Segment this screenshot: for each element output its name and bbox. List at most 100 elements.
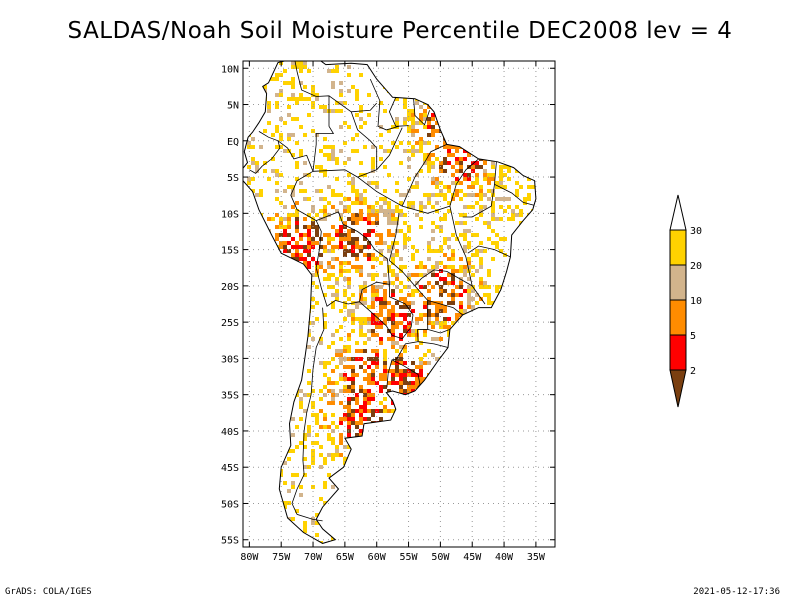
percentile-cell — [375, 273, 379, 277]
percentile-cell — [403, 105, 407, 109]
percentile-cell — [299, 325, 303, 329]
percentile-cell — [543, 133, 547, 137]
percentile-cell — [435, 193, 439, 197]
percentile-cell — [459, 445, 463, 449]
percentile-cell — [503, 237, 507, 241]
percentile-cell — [391, 509, 395, 513]
percentile-cell — [383, 321, 387, 325]
percentile-cell — [439, 85, 443, 89]
percentile-cell — [451, 125, 455, 129]
percentile-cell — [443, 73, 447, 77]
percentile-cell — [303, 457, 307, 461]
percentile-cell — [479, 425, 483, 429]
percentile-cell — [271, 257, 275, 261]
percentile-cell — [347, 125, 351, 129]
percentile-cell — [383, 73, 387, 77]
percentile-cell — [447, 97, 451, 101]
percentile-cell — [459, 125, 463, 129]
percentile-cell — [291, 353, 295, 357]
percentile-cell — [319, 409, 323, 413]
percentile-cell — [359, 217, 363, 221]
percentile-cell — [539, 77, 543, 81]
percentile-cell — [359, 321, 363, 325]
percentile-cell — [455, 333, 459, 337]
percentile-cell — [439, 109, 443, 113]
percentile-cell — [395, 145, 399, 149]
percentile-cell — [343, 505, 347, 509]
percentile-cell — [475, 485, 479, 489]
percentile-cell — [315, 93, 319, 97]
percentile-cell — [451, 145, 455, 149]
percentile-cell — [383, 433, 387, 437]
percentile-cell — [459, 341, 463, 345]
country-border — [359, 284, 414, 340]
percentile-cell — [351, 293, 355, 297]
percentile-cell — [383, 273, 387, 277]
percentile-cell — [371, 433, 375, 437]
percentile-cell — [331, 421, 335, 425]
percentile-cell — [291, 245, 295, 249]
percentile-cell — [383, 373, 387, 377]
legend-swatch — [669, 369, 687, 408]
percentile-cell — [291, 449, 295, 453]
percentile-cell — [419, 121, 423, 125]
country-border — [418, 341, 449, 348]
percentile-cell — [391, 537, 395, 541]
percentile-cell — [499, 357, 503, 361]
percentile-cell — [295, 217, 299, 221]
percentile-cell — [299, 401, 303, 405]
percentile-cell — [375, 361, 379, 365]
percentile-cell — [399, 61, 403, 65]
percentile-cell — [247, 177, 251, 181]
percentile-cell — [503, 377, 507, 381]
percentile-cell — [479, 137, 483, 141]
percentile-cell — [415, 449, 419, 453]
percentile-cell — [447, 369, 451, 373]
percentile-cell — [271, 541, 275, 544]
percentile-cell — [431, 377, 435, 381]
percentile-cell — [379, 285, 383, 289]
percentile-cell — [423, 437, 427, 441]
percentile-cell — [419, 137, 423, 141]
percentile-cell — [395, 437, 399, 441]
percentile-cell — [403, 345, 407, 349]
percentile-cell — [351, 461, 355, 465]
percentile-cell — [339, 417, 343, 421]
percentile-cell — [371, 165, 375, 169]
percentile-cell — [511, 301, 515, 305]
percentile-cell — [407, 117, 411, 121]
percentile-cell — [459, 281, 463, 285]
percentile-cell — [307, 381, 311, 385]
percentile-cell — [419, 373, 423, 377]
percentile-cell — [539, 265, 543, 269]
percentile-cell — [519, 209, 523, 213]
percentile-cell — [255, 449, 259, 453]
percentile-cell — [551, 133, 555, 137]
percentile-cell — [511, 361, 515, 365]
percentile-cell — [415, 381, 419, 385]
percentile-cell — [487, 149, 491, 153]
percentile-cell — [311, 205, 315, 209]
percentile-cell — [359, 461, 363, 465]
percentile-cell — [323, 137, 327, 141]
percentile-cell — [415, 333, 419, 337]
percentile-cell — [247, 537, 251, 541]
percentile-cell — [271, 421, 275, 425]
percentile-cell — [283, 349, 287, 353]
percentile-cell — [539, 181, 543, 185]
percentile-cell — [415, 377, 419, 381]
percentile-cell — [307, 197, 311, 201]
percentile-cell — [371, 265, 375, 269]
percentile-cell — [243, 229, 247, 233]
percentile-cell — [479, 205, 483, 209]
percentile-cell — [395, 325, 399, 329]
percentile-cell — [287, 133, 291, 137]
percentile-cell — [263, 253, 267, 257]
percentile-cell — [403, 233, 407, 237]
percentile-cell — [443, 185, 447, 189]
percentile-cell — [303, 65, 307, 69]
percentile-cell — [259, 317, 263, 321]
percentile-cell — [539, 449, 543, 453]
percentile-cell — [519, 281, 523, 285]
percentile-cell — [303, 257, 307, 261]
